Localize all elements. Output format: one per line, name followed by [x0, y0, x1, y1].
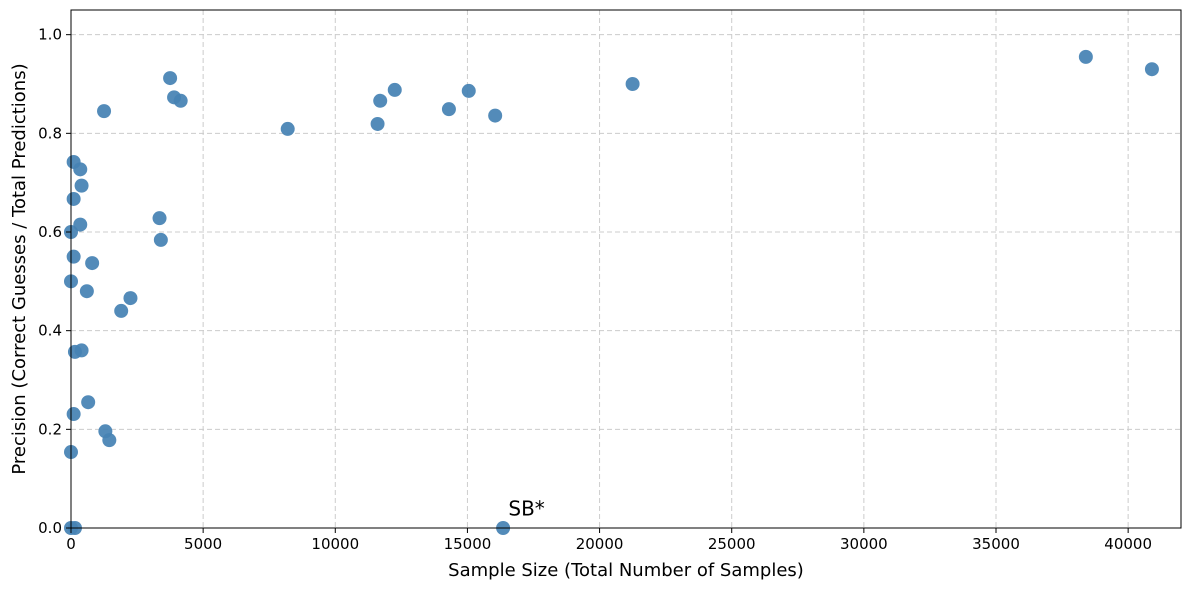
data-point	[74, 343, 89, 358]
data-point	[81, 395, 96, 410]
data-point	[152, 211, 167, 226]
y-tick-label: 1.0	[38, 26, 62, 44]
y-tick-label: 0.0	[38, 519, 62, 537]
data-point	[66, 249, 81, 264]
data-point	[85, 256, 100, 271]
data-point	[163, 71, 178, 86]
data-point	[74, 178, 89, 193]
annotations: SB*	[508, 497, 544, 521]
data-point	[370, 116, 385, 131]
plot-frame	[70, 9, 1182, 529]
x-axis-label: Sample Size (Total Number of Samples)	[448, 560, 804, 581]
data-point	[387, 82, 402, 97]
x-tick-label: 35000	[972, 535, 1020, 553]
data-point	[114, 303, 129, 318]
y-tick-label: 0.4	[38, 322, 62, 340]
data-points	[64, 49, 1159, 535]
data-point	[441, 102, 456, 117]
data-point	[1078, 49, 1093, 64]
y-axis-label: Precision (Correct Guesses / Total Predi…	[9, 63, 30, 474]
data-point	[1144, 62, 1159, 77]
x-tick-label: 10000	[311, 535, 359, 553]
data-point	[280, 121, 295, 136]
data-point	[66, 191, 81, 206]
grid-lines	[70, 10, 1181, 529]
data-point	[79, 284, 94, 299]
y-tick-label: 0.6	[38, 223, 62, 241]
x-tick-label: 25000	[708, 535, 756, 553]
x-tick-label: 30000	[840, 535, 888, 553]
data-point	[73, 162, 88, 177]
y-tick-label: 0.2	[38, 420, 62, 438]
data-point	[153, 232, 168, 247]
x-axis-ticks: 0 5000 10000 15000 20000 25000 30000 35000 40000	[66, 528, 1152, 553]
data-point	[461, 83, 476, 98]
y-tick-label: 0.8	[38, 124, 62, 142]
data-point	[173, 93, 188, 108]
x-tick-label: 40000	[1104, 535, 1152, 553]
data-point	[373, 93, 388, 108]
data-point	[488, 108, 503, 123]
data-point	[97, 104, 112, 119]
annotation-label: SB*	[508, 497, 544, 521]
y-axis-ticks: 0.0 0.2 0.4 0.6 0.8 1.0	[38, 26, 71, 537]
data-point	[102, 433, 117, 448]
x-tick-label: 20000	[576, 535, 624, 553]
x-tick-label: 15000	[444, 535, 492, 553]
data-point	[625, 77, 640, 91]
x-tick-label: 0	[66, 535, 76, 553]
x-tick-label: 5000	[184, 535, 222, 553]
data-point	[66, 407, 81, 422]
data-point	[123, 291, 138, 306]
